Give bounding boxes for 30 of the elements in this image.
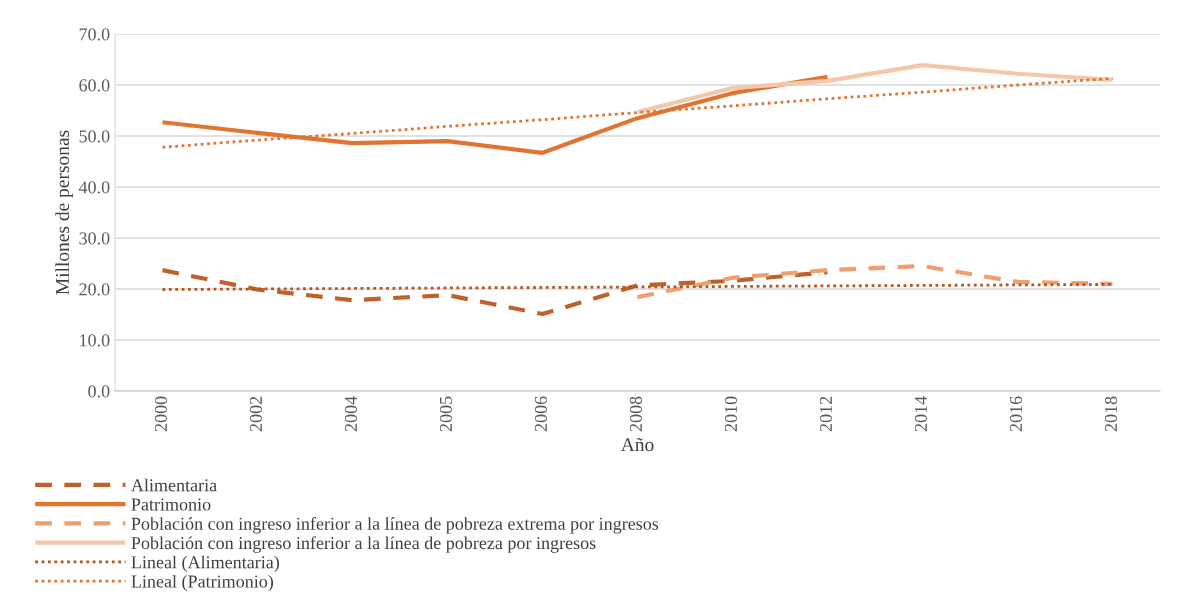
x-tick-label: 2004 <box>344 396 358 432</box>
legend-label: Patrimonio <box>131 498 211 511</box>
x-tick-label: 2010 <box>724 396 738 432</box>
legend-label: Alimentaria <box>131 478 217 492</box>
y-tick-label: 30.0 <box>79 232 110 245</box>
x-tick-label: 2014 <box>914 396 928 432</box>
y-tick-label: 70.0 <box>79 28 110 41</box>
legend-label: Población con ingreso inferior a la línea de pobreza por ingresos <box>131 536 596 553</box>
x-tick-label: 2002 <box>249 396 263 432</box>
legend-label: Población con ingreso inferior a la línea de pobreza extrema por ingresos <box>131 516 659 534</box>
x-tick-label: 2018 <box>1104 396 1118 432</box>
x-tick-label: 2016 <box>1009 396 1023 432</box>
line-series <box>160 268 830 317</box>
y-tick-label: 40.0 <box>78 181 110 194</box>
y-tick-label: 50.0 <box>79 130 110 143</box>
y-tick-label: 10.0 <box>80 334 110 347</box>
x-tick-label: 2005 <box>439 396 453 432</box>
y-tick-label: 0.0 <box>88 385 110 398</box>
line-series <box>635 63 1115 115</box>
x-tick-label: 2012 <box>819 396 833 432</box>
line-series <box>635 263 1115 300</box>
x-axis-title: Año <box>620 437 654 452</box>
y-tick-label: 20.0 <box>79 283 110 296</box>
legend-label: Lineal (Alimentaria) <box>131 555 279 573</box>
y-tick-label: 60.0 <box>79 79 110 92</box>
x-tick-label: 2006 <box>534 396 548 432</box>
x-tick-label: 2000 <box>154 396 168 432</box>
legend-label: Lineal (Patrimonio) <box>131 574 274 592</box>
y-axis-title: Millones de personas <box>55 130 73 295</box>
x-tick-label: 2008 <box>629 396 643 432</box>
